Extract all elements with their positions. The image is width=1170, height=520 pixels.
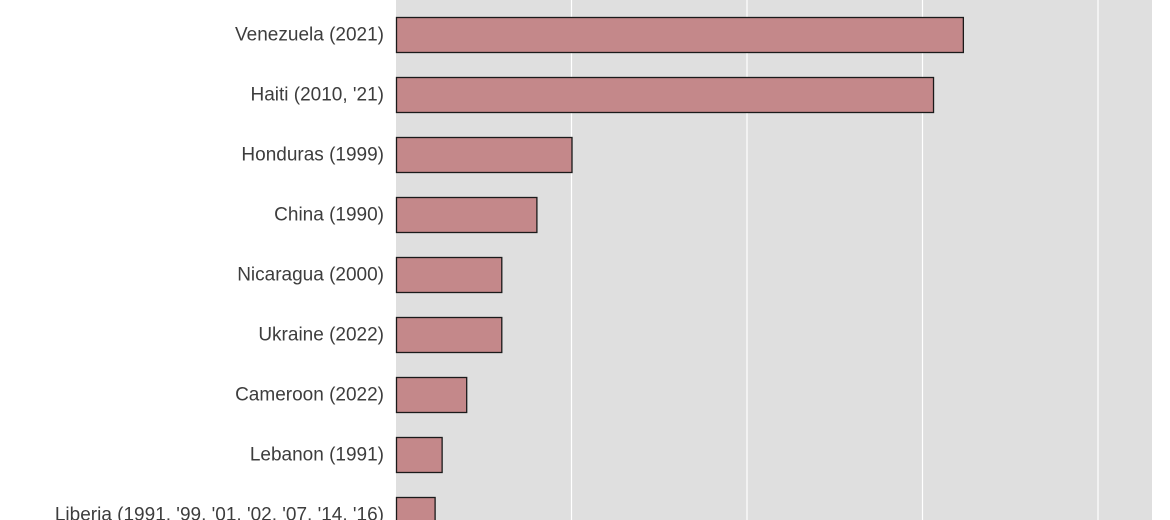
bar xyxy=(395,316,503,354)
category-label: Ukraine (2022) xyxy=(258,325,384,346)
category-label: Liberia (1991, '99, '01, '02, '07, '14, … xyxy=(55,505,384,520)
bar xyxy=(395,376,468,414)
category-label: Venezuela (2021) xyxy=(235,25,384,46)
bar xyxy=(395,436,443,474)
bar xyxy=(395,496,436,520)
bars xyxy=(395,16,965,520)
category-labels: Venezuela (2021) Haiti (2010, '21) Hondura… xyxy=(55,25,384,520)
bar xyxy=(395,76,935,114)
bar xyxy=(395,256,503,294)
bar xyxy=(395,16,965,54)
category-label: Haiti (2010, '21) xyxy=(250,85,384,106)
bar xyxy=(395,136,573,174)
bar xyxy=(395,196,538,234)
category-label: Lebanon (1991) xyxy=(250,445,384,466)
category-label: Honduras (1999) xyxy=(241,145,384,166)
category-label: Cameroon (2022) xyxy=(235,385,384,406)
category-label: China (1990) xyxy=(274,205,384,226)
category-label: Nicaragua (2000) xyxy=(237,265,384,286)
